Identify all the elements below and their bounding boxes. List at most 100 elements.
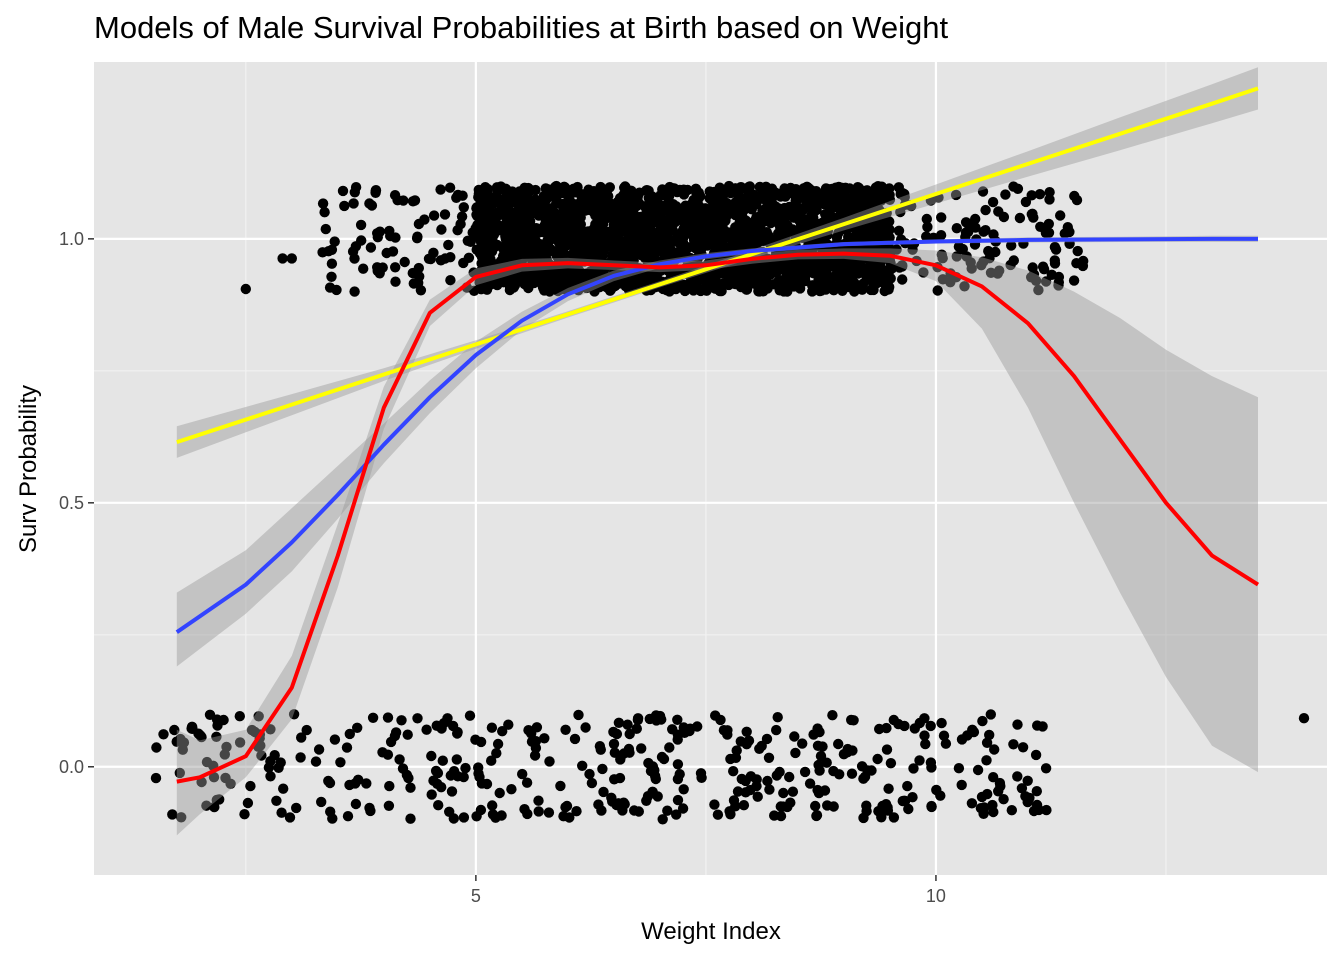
data-point bbox=[367, 712, 379, 723]
data-point bbox=[355, 219, 367, 231]
data-point bbox=[790, 198, 801, 209]
data-point bbox=[831, 232, 843, 243]
data-point bbox=[445, 275, 456, 286]
data-point bbox=[506, 784, 517, 795]
data-point bbox=[657, 814, 668, 825]
data-point bbox=[501, 253, 513, 264]
data-point bbox=[584, 768, 595, 780]
data-point bbox=[897, 274, 908, 285]
data-point bbox=[265, 756, 276, 767]
data-point bbox=[978, 808, 989, 819]
data-point bbox=[647, 786, 658, 797]
data-point bbox=[384, 780, 395, 792]
data-point bbox=[828, 765, 839, 777]
data-point bbox=[765, 210, 776, 221]
data-point bbox=[988, 772, 999, 783]
data-point bbox=[487, 234, 498, 245]
data-point bbox=[412, 231, 423, 242]
data-point bbox=[1008, 739, 1019, 750]
data-point bbox=[725, 753, 736, 765]
data-point bbox=[452, 728, 463, 739]
data-point bbox=[903, 803, 914, 815]
data-point bbox=[1050, 244, 1062, 255]
data-point bbox=[1034, 189, 1046, 200]
data-point bbox=[762, 186, 773, 197]
data-point bbox=[387, 246, 399, 257]
data-point bbox=[819, 785, 831, 796]
data-point bbox=[349, 286, 360, 297]
data-point bbox=[475, 736, 487, 748]
data-point bbox=[1069, 190, 1080, 202]
data-point bbox=[799, 766, 811, 778]
data-point bbox=[240, 283, 251, 295]
data-point bbox=[486, 722, 498, 733]
data-point bbox=[787, 786, 799, 797]
data-point bbox=[810, 800, 821, 812]
data-point bbox=[814, 726, 825, 738]
data-point bbox=[477, 263, 489, 275]
data-point bbox=[383, 800, 395, 811]
data-point bbox=[439, 209, 451, 220]
data-point bbox=[1008, 181, 1019, 192]
data-point bbox=[774, 285, 785, 296]
data-point bbox=[778, 787, 789, 799]
data-point bbox=[861, 800, 872, 811]
data-point bbox=[329, 734, 341, 745]
data-point bbox=[785, 797, 796, 808]
data-point bbox=[271, 795, 282, 806]
data-point bbox=[858, 773, 869, 784]
data-point bbox=[494, 787, 505, 799]
data-point bbox=[598, 225, 609, 237]
data-point bbox=[883, 783, 894, 794]
data-point bbox=[491, 192, 502, 203]
data-point bbox=[225, 778, 236, 789]
data-point bbox=[953, 763, 965, 774]
data-point bbox=[208, 772, 220, 783]
data-point bbox=[921, 213, 932, 225]
data-point bbox=[277, 253, 288, 264]
data-point bbox=[736, 208, 748, 219]
data-point bbox=[582, 229, 593, 241]
data-point bbox=[253, 711, 264, 722]
data-point bbox=[455, 218, 466, 230]
data-point bbox=[1005, 259, 1016, 271]
data-point bbox=[447, 720, 459, 732]
data-point bbox=[1068, 275, 1080, 286]
data-point bbox=[893, 225, 905, 236]
data-point bbox=[764, 784, 775, 795]
data-point bbox=[883, 267, 894, 279]
data-point bbox=[744, 181, 756, 192]
data-point bbox=[526, 736, 538, 747]
data-point bbox=[323, 246, 334, 257]
data-point bbox=[681, 209, 692, 220]
data-point bbox=[426, 750, 437, 762]
data-point bbox=[503, 719, 514, 730]
data-point bbox=[653, 229, 665, 240]
data-point bbox=[195, 730, 206, 741]
data-point bbox=[723, 279, 734, 291]
data-point bbox=[800, 194, 811, 206]
data-point bbox=[914, 717, 925, 729]
data-point bbox=[724, 806, 735, 817]
data-point bbox=[564, 194, 575, 206]
data-point bbox=[932, 285, 943, 296]
data-point bbox=[607, 796, 618, 807]
data-point bbox=[822, 800, 833, 811]
data-point bbox=[353, 774, 364, 785]
data-point bbox=[845, 266, 857, 277]
data-point bbox=[475, 246, 486, 258]
data-point bbox=[678, 784, 689, 795]
data-point bbox=[1031, 786, 1043, 797]
data-point bbox=[374, 226, 386, 237]
data-point bbox=[693, 193, 704, 204]
data-point bbox=[654, 710, 666, 722]
data-point bbox=[835, 282, 846, 293]
data-point bbox=[957, 243, 968, 255]
data-point bbox=[278, 783, 289, 794]
data-point bbox=[316, 796, 327, 808]
data-point bbox=[296, 732, 307, 743]
data-point bbox=[693, 215, 705, 226]
data-point bbox=[936, 249, 947, 260]
data-point bbox=[751, 212, 762, 223]
data-point bbox=[565, 205, 576, 216]
